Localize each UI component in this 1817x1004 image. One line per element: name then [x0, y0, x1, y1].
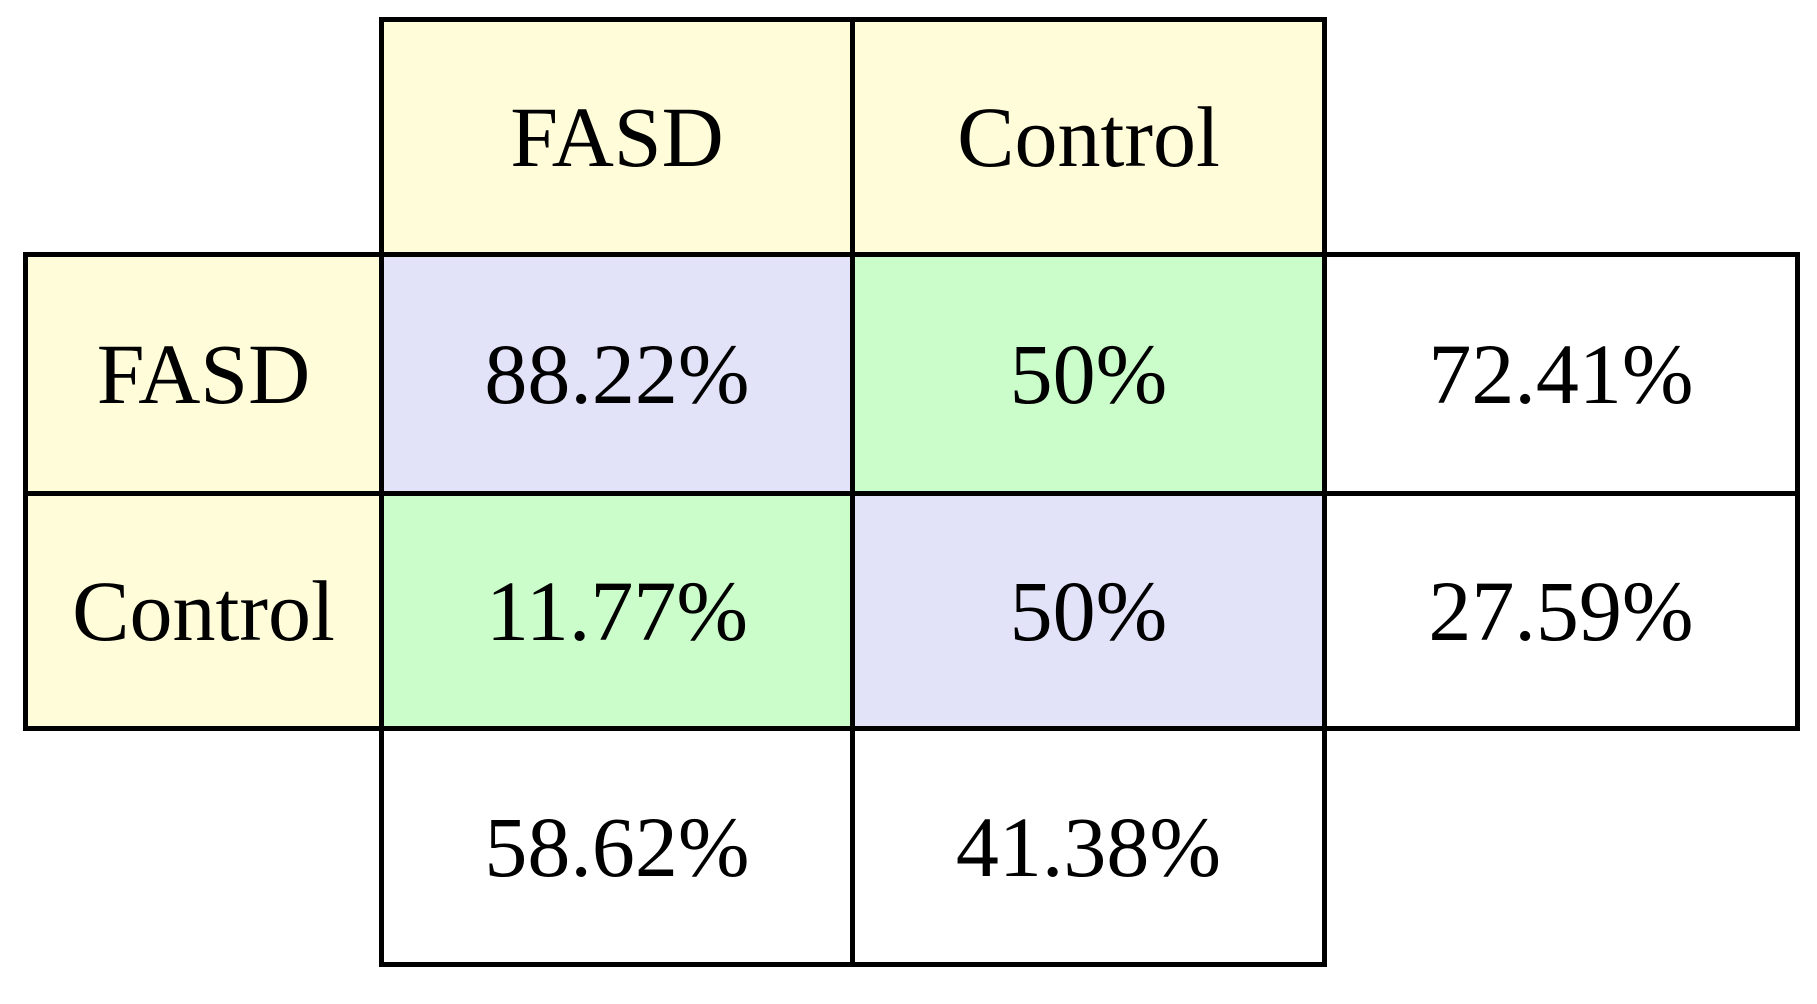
col-header-fasd: FASD [379, 17, 855, 257]
cell-control-row-total: 27.59% [1322, 491, 1800, 731]
row-header-control: Control [23, 491, 384, 731]
cell-control-fasd: 11.77% [379, 491, 855, 731]
corner-cell-bottom-left [25, 728, 382, 965]
row-header-fasd: FASD [23, 252, 384, 496]
column-header-row: FASD Control [25, 17, 1798, 257]
cell-fasd-fasd: 88.22% [379, 252, 855, 496]
control-row: Control 11.77% 50% 27.59% [23, 491, 1800, 731]
confusion-matrix-table: FASD Control FASD 88.22% 50% 72.41% Cont… [23, 17, 1800, 967]
cell-column-total-fasd: 58.62% [379, 726, 855, 967]
fasd-row: FASD 88.22% 50% 72.41% [23, 252, 1800, 496]
cell-fasd-control: 50% [850, 252, 1327, 496]
confusion-matrix-figure: FASD Control FASD 88.22% 50% 72.41% Cont… [0, 17, 1817, 967]
column-totals-row: 58.62% 41.38% [25, 726, 1798, 967]
col-header-control: Control [850, 17, 1327, 257]
cell-control-control: 50% [850, 491, 1327, 731]
cell-column-total-control: 41.38% [850, 726, 1327, 967]
corner-cell-bottom-right [1324, 728, 1798, 965]
corner-cell-top-right [1324, 19, 1798, 255]
cell-fasd-row-total: 72.41% [1322, 252, 1800, 496]
corner-cell-top-left [25, 19, 382, 255]
